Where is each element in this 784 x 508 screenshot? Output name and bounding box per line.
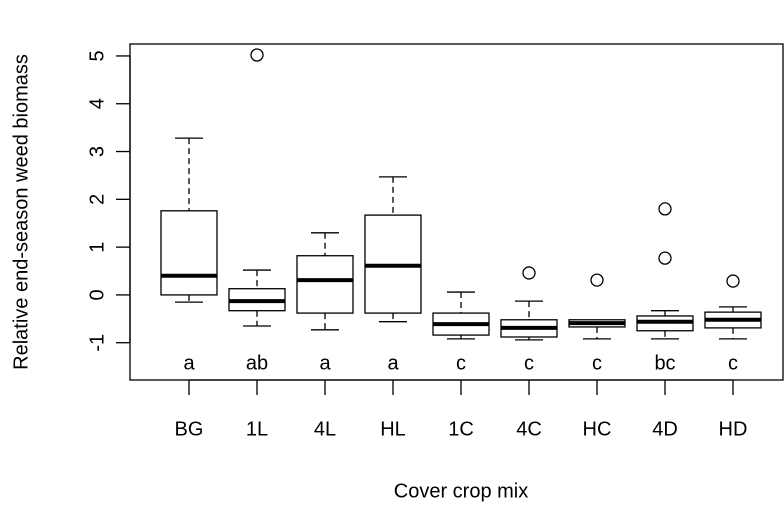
x-tick-label: HD <box>719 418 748 440</box>
group-letter: c <box>728 352 738 374</box>
group-letter: a <box>387 352 399 374</box>
y-axis-label: Relative end-season weed biomass <box>10 54 32 370</box>
x-tick-label: 4L <box>314 418 336 440</box>
y-tick-label: 0 <box>86 289 108 300</box>
x-axis-label: Cover crop mix <box>394 480 528 502</box>
outlier <box>658 202 672 216</box>
x-tick-label: HL <box>380 418 406 440</box>
x-tick-label: 4D <box>652 418 678 440</box>
group-letter: c <box>456 352 466 374</box>
outlier <box>590 273 604 287</box>
x-tick-label: 1C <box>448 418 474 440</box>
group-letter: c <box>592 352 602 374</box>
x-tick-label: BG <box>175 418 204 440</box>
y-tick-label: 4 <box>86 98 108 109</box>
group-letter: bc <box>654 352 675 374</box>
group-letter: a <box>183 352 195 374</box>
group-letter: ab <box>246 352 268 374</box>
group-letter: c <box>524 352 534 374</box>
y-tick-label: 5 <box>86 50 108 61</box>
x-tick-label: 4C <box>516 418 542 440</box>
y-tick-label: 1 <box>86 242 108 253</box>
outlier <box>726 274 740 288</box>
outlier <box>250 48 264 62</box>
outlier <box>522 266 536 280</box>
box <box>296 255 354 314</box>
group-letter: a <box>319 352 331 374</box>
y-tick-label: 3 <box>86 146 108 157</box>
box <box>160 210 218 296</box>
x-tick-label: 1L <box>246 418 268 440</box>
y-tick-label: -1 <box>86 334 108 352</box>
outlier <box>658 251 672 265</box>
x-tick-label: HC <box>583 418 612 440</box>
y-tick-label: 2 <box>86 194 108 205</box>
